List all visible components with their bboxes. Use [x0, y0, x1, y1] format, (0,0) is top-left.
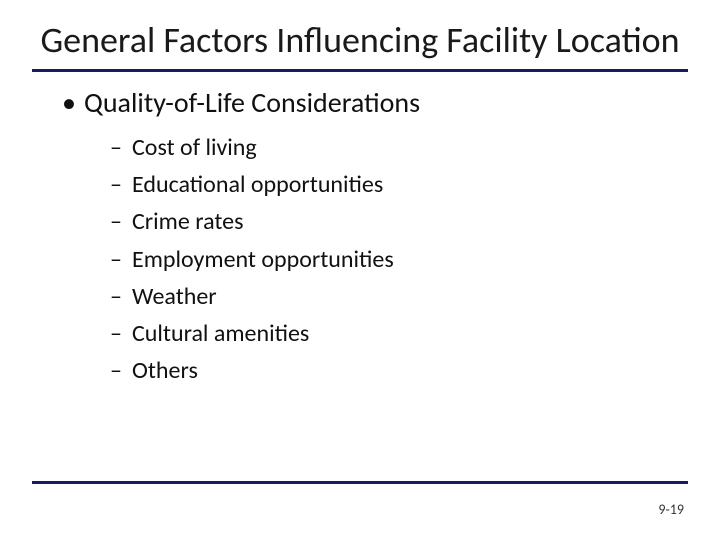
slide-title: General Factors Influencing Facility Loc… — [0, 20, 720, 69]
bullet-level2: Cost of living — [110, 132, 680, 163]
body-area: Quality-of-Life Considerations Cost of l… — [0, 86, 720, 386]
page-number: 9-19 — [658, 501, 684, 518]
bullet-level2: Employment opportunities — [110, 244, 680, 275]
bottom-underline — [32, 481, 688, 484]
bullet-level2: Educational opportunities — [110, 169, 680, 200]
bullet-level1: Quality-of-Life Considerations — [62, 86, 680, 120]
bullet-level2: Others — [110, 355, 680, 386]
slide-container: General Factors Influencing Facility Loc… — [0, 0, 720, 540]
title-underline — [32, 69, 688, 72]
bullet-level2: Crime rates — [110, 206, 680, 237]
bullet-level2: Cultural amenities — [110, 318, 680, 349]
bullet-level2: Weather — [110, 281, 680, 312]
